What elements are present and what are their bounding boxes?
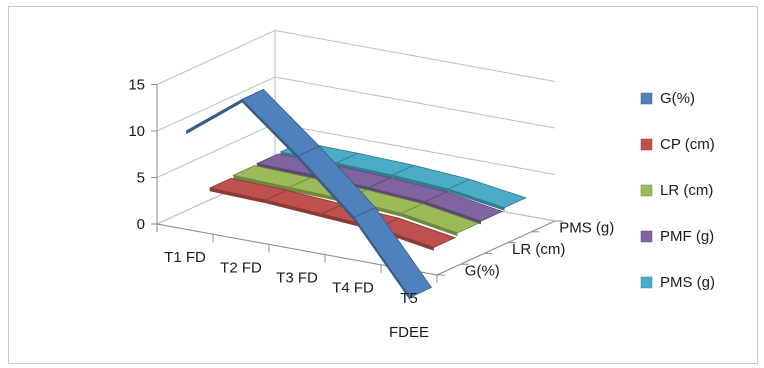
legend-swatch — [640, 138, 653, 151]
series-segment-edge — [186, 99, 243, 135]
x-tick-label: FDEE — [389, 324, 429, 341]
y-tick-label: 10 — [128, 123, 145, 140]
series-segment-edge — [298, 156, 355, 221]
series-segment-edge — [448, 189, 505, 211]
gridline-side — [156, 30, 276, 85]
chart-svg: 0 5 10 15 T1 FD T2 FD T3 FD T4 FD T5 FDEE G(%) LR (… — [128, 30, 715, 341]
legend-swatch — [640, 184, 653, 197]
y-tick-label: 5 — [137, 170, 145, 187]
series-segment — [376, 217, 457, 248]
gridline-side — [156, 123, 276, 178]
series-segment-edge — [401, 213, 458, 237]
depth-tick-label: G(%) — [465, 263, 500, 280]
x-tick-label: T5 — [400, 290, 418, 307]
legend-label: PMF (g) — [660, 228, 714, 245]
series-segment-edge — [354, 217, 411, 301]
series-segment — [353, 207, 433, 298]
y-tick-label: 15 — [128, 77, 145, 94]
legend-label: LR (cm) — [660, 182, 713, 199]
gridline-side — [156, 76, 276, 132]
series-segment-edge — [265, 200, 322, 218]
series-segment-edge — [392, 175, 449, 193]
series-segment-edge — [233, 175, 290, 191]
series-segment — [400, 203, 480, 234]
series-segment-edge — [209, 188, 266, 204]
series-segment-edge — [289, 187, 346, 203]
legend-swatch — [640, 92, 653, 105]
depth-tick-label: PMS (g) — [559, 219, 614, 236]
gridline-back — [274, 76, 556, 129]
series-segment-edge — [336, 163, 393, 179]
depth-tick-label: LR (cm) — [512, 241, 565, 258]
legend: G(%) CP (cm) LR (cm) PMF (g) PMS (g) — [640, 90, 715, 291]
chart-frame: 0 5 10 15 T1 FD T2 FD T3 FD T4 FD T5 FDEE G(%) LR (… — [8, 6, 758, 364]
series-segment — [241, 89, 321, 157]
legend-swatch — [640, 230, 653, 243]
series-segment-edge — [425, 201, 481, 225]
gridline-back — [274, 123, 556, 175]
legend-swatch — [640, 276, 653, 289]
x-tick-label: T2 FD — [220, 259, 262, 276]
legend-label: G(%) — [660, 90, 695, 107]
series-segment-edge — [242, 99, 299, 160]
series-G(%) — [186, 89, 433, 301]
axis-labels: 0 5 10 15 T1 FD T2 FD T3 FD T4 FD T5 FDEE G(%) LR (… — [128, 77, 614, 341]
series-segment-edge — [257, 163, 313, 178]
legend-label: CP (cm) — [660, 136, 715, 153]
series-segment — [423, 191, 504, 222]
series-layer — [186, 89, 527, 301]
gridline-back — [274, 30, 556, 82]
x-tick-label: T4 FD — [332, 280, 374, 297]
x-tick-label: T3 FD — [276, 270, 318, 287]
depth-axis-line — [436, 220, 556, 276]
y-tick-label: 0 — [137, 216, 145, 233]
x-tick-label: T1 FD — [164, 249, 206, 266]
legend-label: PMS (g) — [660, 274, 715, 291]
